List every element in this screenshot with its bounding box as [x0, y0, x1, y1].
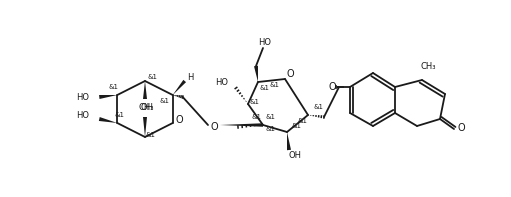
Polygon shape	[173, 80, 186, 95]
Text: &1: &1	[160, 98, 170, 104]
Text: &1: &1	[297, 118, 307, 124]
Polygon shape	[287, 132, 291, 150]
Text: HO: HO	[215, 77, 228, 86]
Polygon shape	[220, 123, 263, 127]
Text: &1: &1	[270, 82, 280, 88]
Text: O: O	[328, 82, 336, 92]
Text: &1: &1	[266, 114, 276, 120]
Text: &1: &1	[292, 123, 302, 129]
Text: O: O	[210, 122, 218, 132]
Polygon shape	[99, 117, 118, 123]
Text: OH: OH	[289, 151, 301, 161]
Text: OH: OH	[141, 102, 153, 112]
Text: O: O	[176, 115, 183, 125]
Polygon shape	[143, 81, 147, 99]
Text: &1: &1	[108, 84, 118, 90]
Text: &1: &1	[146, 132, 156, 138]
Text: O: O	[457, 123, 465, 133]
Text: &1: &1	[259, 85, 269, 91]
Polygon shape	[143, 117, 147, 137]
Text: CH₃: CH₃	[138, 102, 154, 112]
Text: &1: &1	[114, 112, 124, 118]
Polygon shape	[254, 66, 258, 82]
Text: H: H	[188, 72, 194, 82]
Text: &1: &1	[266, 126, 276, 132]
Text: &1: &1	[313, 104, 323, 110]
Text: O: O	[286, 69, 294, 79]
Text: &1: &1	[252, 114, 262, 120]
Text: HO: HO	[76, 93, 89, 101]
Text: CH₃: CH₃	[420, 61, 436, 71]
Text: HO: HO	[259, 37, 271, 46]
Text: &1: &1	[148, 74, 158, 80]
Text: HO: HO	[76, 111, 89, 120]
Text: &1: &1	[249, 99, 259, 105]
Polygon shape	[99, 95, 118, 99]
